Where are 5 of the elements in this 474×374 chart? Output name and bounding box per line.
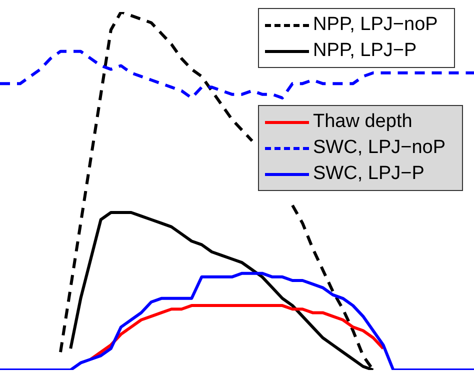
legend-label: SWC, LPJ−P (313, 163, 424, 185)
legend-label: NPP, LPJ−noP (313, 14, 438, 36)
legend-label: SWC, LPJ−noP (313, 137, 446, 159)
legend-label: Thaw depth (313, 111, 412, 133)
legend-label: NPP, LPJ−P (313, 40, 417, 62)
